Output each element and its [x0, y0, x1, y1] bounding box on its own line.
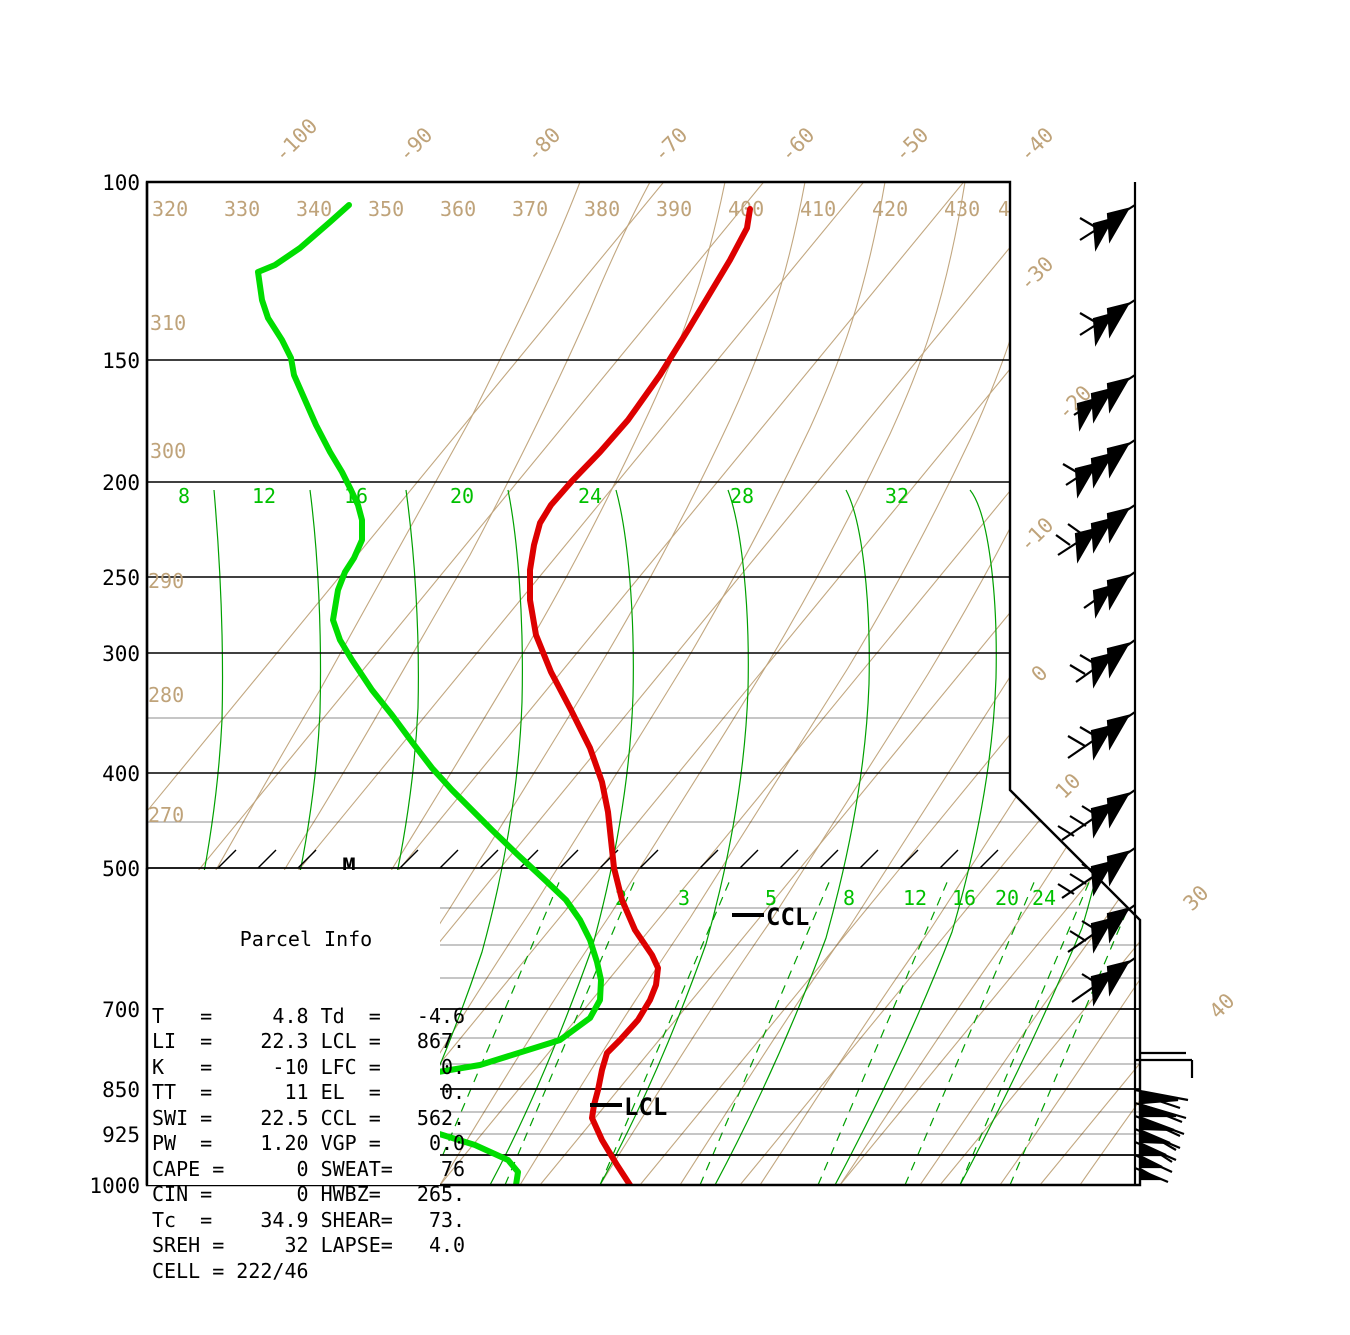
svg-text:300: 300 [102, 642, 140, 666]
wind-barb [1069, 639, 1136, 689]
wind-barb [1079, 299, 1136, 347]
svg-text:925: 925 [102, 1123, 140, 1147]
parcel-info-row: PW = 1.20 VGP = 0.0 [152, 1131, 466, 1155]
svg-text:24: 24 [578, 484, 602, 508]
svg-text:850: 850 [102, 1078, 140, 1102]
svg-text:32: 32 [885, 484, 909, 508]
svg-text:360: 360 [440, 197, 476, 221]
svg-text:3: 3 [678, 886, 690, 910]
mixing-ratio-labels: 2 3 5 8 12 16 20 24 [615, 886, 1056, 910]
svg-text:400: 400 [102, 762, 140, 786]
svg-text:20: 20 [450, 484, 474, 508]
svg-text:200: 200 [102, 471, 140, 495]
svg-text:320: 320 [152, 197, 188, 221]
parcel-info-row: CELL = 222/46 [152, 1258, 309, 1283]
wind-barb [1134, 1154, 1173, 1173]
svg-text:20: 20 [995, 886, 1019, 910]
temperature-profile-line [527, 206, 753, 1185]
svg-text:250: 250 [102, 566, 140, 590]
wind-barb [1067, 904, 1136, 954]
parcel-info-rows: T = 4.8 Td = -4.6 LI = 22.3 LCL = 867. K =… [152, 1003, 466, 1285]
wind-barb [1067, 711, 1136, 761]
pressure-hatch-ticks [217, 849, 999, 869]
parcel-info-row: TT = 11 EL = 0. [152, 1080, 466, 1104]
svg-text:380: 380 [584, 197, 620, 221]
wind-barb [1134, 1088, 1189, 1110]
svg-text:8: 8 [178, 484, 190, 508]
svg-text:24: 24 [1032, 886, 1056, 910]
wind-barb [1057, 789, 1136, 841]
parcel-info-block: Parcel Info T = 4.8 Td = -4.6 LI = 22.3 L… [152, 876, 466, 1335]
svg-text:270: 270 [148, 803, 184, 827]
wind-barb [1055, 504, 1136, 564]
svg-text:390: 390 [656, 197, 692, 221]
svg-text:310: 310 [150, 311, 186, 335]
parcel-info-row: SREH = 32 LAPSE= 4.0 [152, 1233, 466, 1257]
svg-text:100: 100 [102, 171, 140, 195]
svg-text:300: 300 [150, 439, 186, 463]
parcel-info-row: CIN = 0 HWBZ= 265. [152, 1182, 466, 1206]
svg-text:330: 330 [224, 197, 260, 221]
svg-text:1000: 1000 [89, 1174, 140, 1198]
parcel-info-row: K = -10 LFC = 0. [152, 1054, 466, 1079]
svg-text:370: 370 [512, 197, 548, 221]
parcel-info-row: T = 4.8 Td = -4.6 [152, 1003, 466, 1028]
wind-barb [1134, 1166, 1169, 1184]
lcl-label: LCL [624, 1093, 667, 1121]
wind-barb [1062, 439, 1136, 499]
pressure-tick-labels: 100 150 200 250 300 400 500 700 850 925 … [89, 171, 140, 1198]
svg-text:16: 16 [952, 886, 976, 910]
svg-text:8: 8 [843, 886, 855, 910]
wind-barb [1071, 957, 1136, 1007]
dry-adiabat-labels-left: 310 300 290 280 270 [148, 311, 186, 827]
svg-text:500: 500 [102, 857, 140, 881]
wind-barb-column [1055, 182, 1194, 1185]
svg-text:430: 430 [944, 197, 980, 221]
parcel-info-row: SWI = 22.5 CCL = 562. [152, 1105, 466, 1130]
wind-barb [1079, 204, 1136, 252]
svg-text:12: 12 [903, 886, 927, 910]
parcel-info-row: Tc = 34.9 SHEAR= 73. [152, 1207, 466, 1232]
svg-text:700: 700 [102, 998, 140, 1022]
svg-text:150: 150 [102, 349, 140, 373]
wind-barb [1134, 1127, 1181, 1151]
wind-barb [1134, 1114, 1185, 1137]
wind-barb [1134, 1101, 1187, 1124]
svg-text:340: 340 [296, 197, 332, 221]
wind-barb [1134, 1140, 1177, 1163]
parcel-info-title: Parcel Info [239, 927, 373, 951]
wind-barb [1057, 847, 1136, 899]
wind-barb [1073, 374, 1136, 432]
parcel-info-row: LI = 22.3 LCL = 867. [152, 1029, 466, 1053]
parcel-info-row: CAPE = 0 SWEAT= 76 [152, 1156, 466, 1181]
svg-text:410: 410 [800, 197, 836, 221]
skewt-diagram: 320 330 340 350 360 370 380 390 400 410 … [89, 113, 1240, 1198]
wind-barb [1083, 571, 1136, 619]
svg-text:5: 5 [765, 886, 777, 910]
ccl-label: CCL [766, 903, 809, 931]
moist-adiabat-labels: 8 12 16 20 24 28 32 [178, 484, 909, 508]
svg-text:290: 290 [148, 569, 184, 593]
wind-barb [1135, 1051, 1194, 1078]
svg-text:280: 280 [148, 683, 184, 707]
svg-text:350: 350 [368, 197, 404, 221]
svg-text:28: 28 [730, 484, 754, 508]
dewpoint-profile-line [252, 202, 604, 1185]
svg-text:420: 420 [872, 197, 908, 221]
parcel-info-panel [148, 870, 440, 1185]
svg-text:12: 12 [252, 484, 276, 508]
